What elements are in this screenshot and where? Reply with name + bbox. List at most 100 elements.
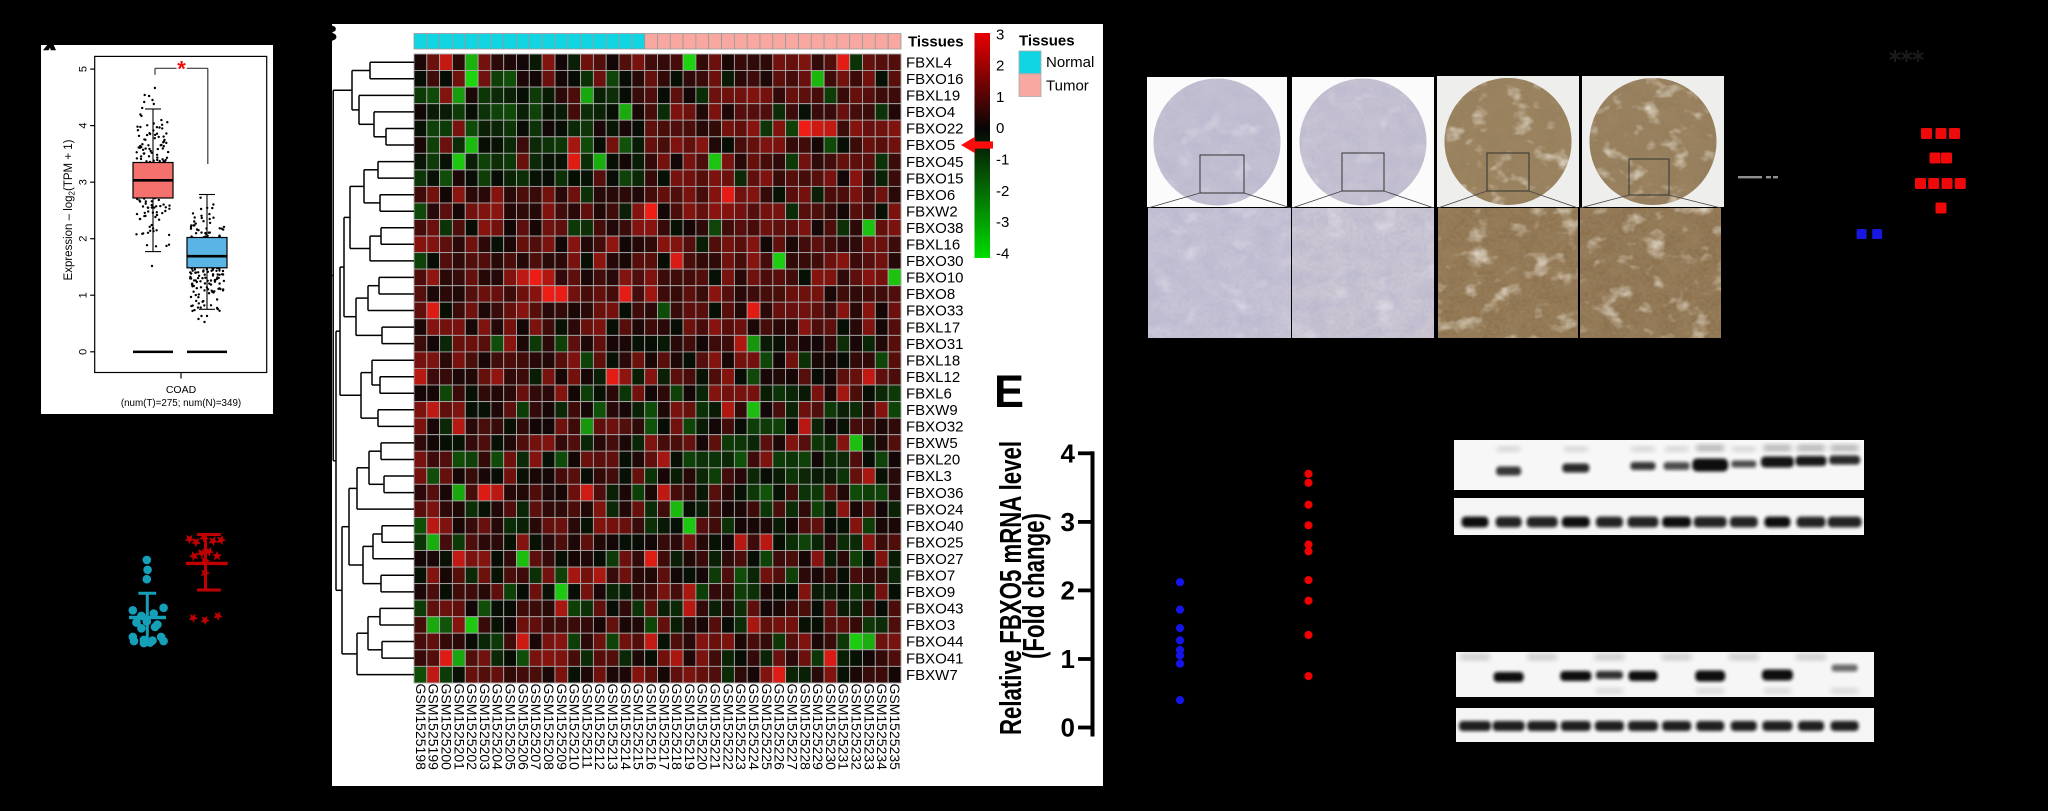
svg-text:GSM1525234: GSM1525234 <box>874 684 890 771</box>
svg-text:FBXO6: FBXO6 <box>906 187 955 204</box>
svg-text:FBXO30: FBXO30 <box>906 253 964 270</box>
svg-text:FBXL6: FBXL6 <box>906 386 952 403</box>
svg-text:FBXO41: FBXO41 <box>906 650 964 667</box>
svg-text:Relative FBXO5 mRNA level: Relative FBXO5 mRNA level <box>993 441 1028 735</box>
svg-text:FBXL20: FBXL20 <box>906 452 960 469</box>
svg-text:FBXO31: FBXO31 <box>906 336 964 353</box>
svg-text:GSM1525200: GSM1525200 <box>438 684 454 771</box>
svg-text:2: 2 <box>996 58 1004 75</box>
svg-text:GSM1525213: GSM1525213 <box>605 684 621 771</box>
svg-text:GSM1525226: GSM1525226 <box>772 684 788 771</box>
svg-text:GSM1525223: GSM1525223 <box>733 684 749 771</box>
svg-text:GSM1525212: GSM1525212 <box>592 684 608 771</box>
svg-text:FBXO38: FBXO38 <box>906 220 964 237</box>
svg-text:GSM1525216: GSM1525216 <box>644 684 660 771</box>
svg-text:GSM1525227: GSM1525227 <box>784 684 800 771</box>
svg-text:Expression – log2(TPM + 1): Expression – log2(TPM + 1) <box>63 139 77 280</box>
svg-text:GSM1525220: GSM1525220 <box>695 684 711 771</box>
svg-text:FBXL12: FBXL12 <box>906 369 960 386</box>
svg-text:-2: -2 <box>996 183 1009 200</box>
svg-text:FBXO8: FBXO8 <box>906 286 955 303</box>
svg-text:FBXO10: FBXO10 <box>906 270 964 287</box>
svg-text:GSM1525217: GSM1525217 <box>656 684 672 771</box>
svg-text:FBXW7: FBXW7 <box>906 667 958 684</box>
svg-text:GSM1525215: GSM1525215 <box>631 684 647 771</box>
svg-text:(Fold change): (Fold change) <box>1016 513 1051 659</box>
svg-text:1: 1 <box>996 89 1004 106</box>
svg-text:GSM1525233: GSM1525233 <box>861 684 877 771</box>
svg-text:FBXO36: FBXO36 <box>906 485 964 502</box>
svg-text:-1: -1 <box>996 152 1009 169</box>
svg-text:Tissues: Tissues <box>908 34 964 51</box>
svg-text:0: 0 <box>78 349 90 355</box>
svg-text:GSM1525230: GSM1525230 <box>823 684 839 771</box>
svg-text:FBXO15: FBXO15 <box>906 170 964 187</box>
svg-text:FBXO25: FBXO25 <box>906 534 964 551</box>
svg-text:*: * <box>177 57 186 82</box>
svg-text:GSM1525205: GSM1525205 <box>503 684 519 771</box>
svg-text:GSM1525214: GSM1525214 <box>618 684 634 771</box>
svg-text:FBXL17: FBXL17 <box>906 319 960 336</box>
svg-text:3: 3 <box>78 179 90 185</box>
svg-text:1: 1 <box>1061 644 1075 674</box>
svg-text:FBXO9: FBXO9 <box>906 584 955 601</box>
svg-text:FBXO24: FBXO24 <box>906 501 964 518</box>
svg-text:FBXO32: FBXO32 <box>906 419 964 436</box>
svg-text:GSM1525198: GSM1525198 <box>413 684 429 771</box>
svg-text:GSM1525208: GSM1525208 <box>541 684 557 771</box>
svg-text:GSM1525204: GSM1525204 <box>490 684 506 771</box>
svg-text:3: 3 <box>1061 507 1075 537</box>
svg-text:FBXL4: FBXL4 <box>906 55 952 72</box>
svg-text:(num(T)=275; num(N)=349): (num(T)=275; num(N)=349) <box>121 398 241 409</box>
svg-text:-3: -3 <box>996 214 1009 231</box>
svg-text:4: 4 <box>1061 438 1076 468</box>
svg-text:2: 2 <box>78 236 90 242</box>
svg-text:0: 0 <box>1061 713 1075 743</box>
svg-text:GSM1525219: GSM1525219 <box>682 684 698 771</box>
svg-text:3: 3 <box>996 26 1004 43</box>
svg-text:COAD: COAD <box>166 384 197 396</box>
svg-text:FBXO45: FBXO45 <box>906 154 964 171</box>
svg-text:FBXL18: FBXL18 <box>906 352 960 369</box>
svg-text:FBXO22: FBXO22 <box>906 121 964 138</box>
svg-text:GSM1525210: GSM1525210 <box>567 684 583 771</box>
svg-text:FBXO3: FBXO3 <box>906 617 955 634</box>
svg-text:GSM1525222: GSM1525222 <box>720 684 736 771</box>
svg-text:FBXW9: FBXW9 <box>906 402 958 419</box>
svg-text:FBXO27: FBXO27 <box>906 551 964 568</box>
svg-text:GSM1525203: GSM1525203 <box>477 684 493 771</box>
svg-text:FBXL19: FBXL19 <box>906 88 960 105</box>
svg-text:GSM1525211: GSM1525211 <box>579 684 595 770</box>
svg-text:FBXL3: FBXL3 <box>906 468 952 485</box>
svg-text:GSM1525201: GSM1525201 <box>451 684 467 771</box>
svg-text:FBXO7: FBXO7 <box>906 568 955 585</box>
svg-text:Tissues: Tissues <box>1019 33 1075 50</box>
svg-text:GSM1525206: GSM1525206 <box>515 684 531 771</box>
svg-text:-4: -4 <box>996 245 1009 262</box>
svg-text:FBXO43: FBXO43 <box>906 601 964 618</box>
svg-text:GSM1525228: GSM1525228 <box>797 684 813 771</box>
svg-text:Normal: Normal <box>1046 54 1094 71</box>
svg-text:4: 4 <box>78 123 90 129</box>
svg-text:5: 5 <box>78 66 90 72</box>
svg-text:GSM1525225: GSM1525225 <box>759 684 775 771</box>
svg-text:FBXW5: FBXW5 <box>906 435 958 452</box>
svg-text:GSM1525224: GSM1525224 <box>746 684 762 771</box>
svg-text:Tumor: Tumor <box>1046 78 1089 95</box>
svg-text:GSM1525199: GSM1525199 <box>426 684 442 771</box>
svg-text:FBXO40: FBXO40 <box>906 518 964 535</box>
svg-text:GSM1525221: GSM1525221 <box>708 684 724 771</box>
svg-text:E: E <box>994 366 1024 417</box>
svg-text:GSM1525235: GSM1525235 <box>887 684 903 771</box>
svg-text:GSM1525207: GSM1525207 <box>528 684 544 771</box>
svg-text:GSM1525218: GSM1525218 <box>669 684 685 771</box>
svg-text:GSM1525231: GSM1525231 <box>836 684 852 771</box>
svg-text:FBXO16: FBXO16 <box>906 71 964 88</box>
svg-text:0: 0 <box>996 120 1004 137</box>
svg-text:FBXO44: FBXO44 <box>906 634 964 651</box>
svg-text:FBXO4: FBXO4 <box>906 104 955 121</box>
svg-text:FBXL16: FBXL16 <box>906 237 960 254</box>
svg-text:FBXW2: FBXW2 <box>906 203 958 220</box>
svg-text:FBXO5: FBXO5 <box>906 137 955 154</box>
svg-text:GSM1525232: GSM1525232 <box>849 684 865 771</box>
